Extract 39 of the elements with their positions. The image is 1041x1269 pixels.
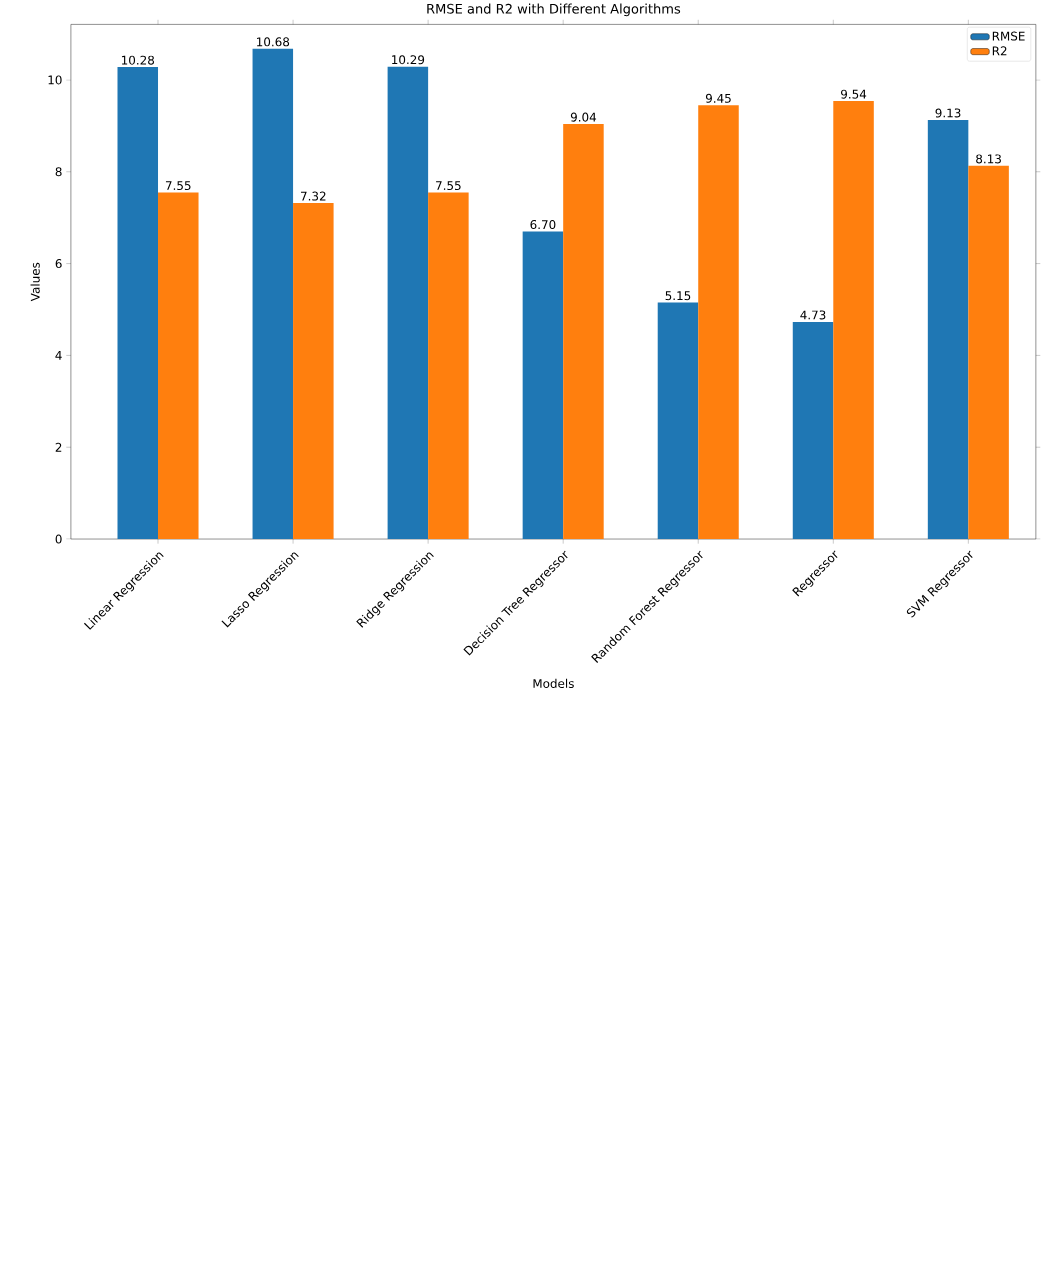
y-tick-label: 0 bbox=[55, 534, 62, 544]
y-tick-label: 8 bbox=[55, 167, 62, 177]
bar bbox=[563, 124, 604, 540]
y-tick-label: 2 bbox=[55, 442, 62, 452]
data-label: 10.29 bbox=[392, 55, 425, 65]
x-axis-title: Models bbox=[533, 678, 575, 689]
data-label: 9.04 bbox=[571, 112, 597, 122]
bar bbox=[657, 302, 699, 540]
data-label: 7.32 bbox=[301, 191, 326, 201]
data-label: 10.28 bbox=[122, 55, 155, 65]
bar bbox=[293, 202, 334, 540]
data-label: 7.55 bbox=[166, 181, 191, 191]
bar bbox=[158, 192, 199, 540]
bar bbox=[387, 66, 429, 540]
bar bbox=[428, 192, 469, 540]
bar bbox=[833, 101, 875, 540]
y-tick-label: 10 bbox=[48, 75, 62, 85]
y-tick-label: 6 bbox=[55, 259, 62, 269]
data-label: 9.45 bbox=[706, 93, 731, 103]
data-label: 5.15 bbox=[665, 291, 691, 301]
bar bbox=[522, 231, 564, 540]
data-label: 4.73 bbox=[800, 310, 826, 320]
legend-label: RMSE bbox=[993, 31, 1025, 41]
legend-label: R2 bbox=[993, 46, 1007, 56]
data-label: 6.70 bbox=[530, 220, 556, 230]
data-label: 8.13 bbox=[976, 154, 1002, 164]
bar bbox=[968, 165, 1010, 540]
y-tick-label: 4 bbox=[55, 351, 62, 360]
bar bbox=[928, 119, 969, 540]
bar bbox=[252, 48, 294, 540]
y-axis-title: Values bbox=[30, 262, 40, 302]
data-label: 9.54 bbox=[841, 89, 867, 99]
bar bbox=[792, 321, 834, 540]
data-label: 10.68 bbox=[257, 37, 290, 47]
chart-title: RMSE and R2 with Different Algorithms bbox=[427, 3, 681, 17]
bar bbox=[698, 105, 739, 540]
data-label: 9.13 bbox=[935, 108, 961, 118]
bar bbox=[117, 67, 159, 540]
data-label: 7.55 bbox=[436, 181, 461, 191]
